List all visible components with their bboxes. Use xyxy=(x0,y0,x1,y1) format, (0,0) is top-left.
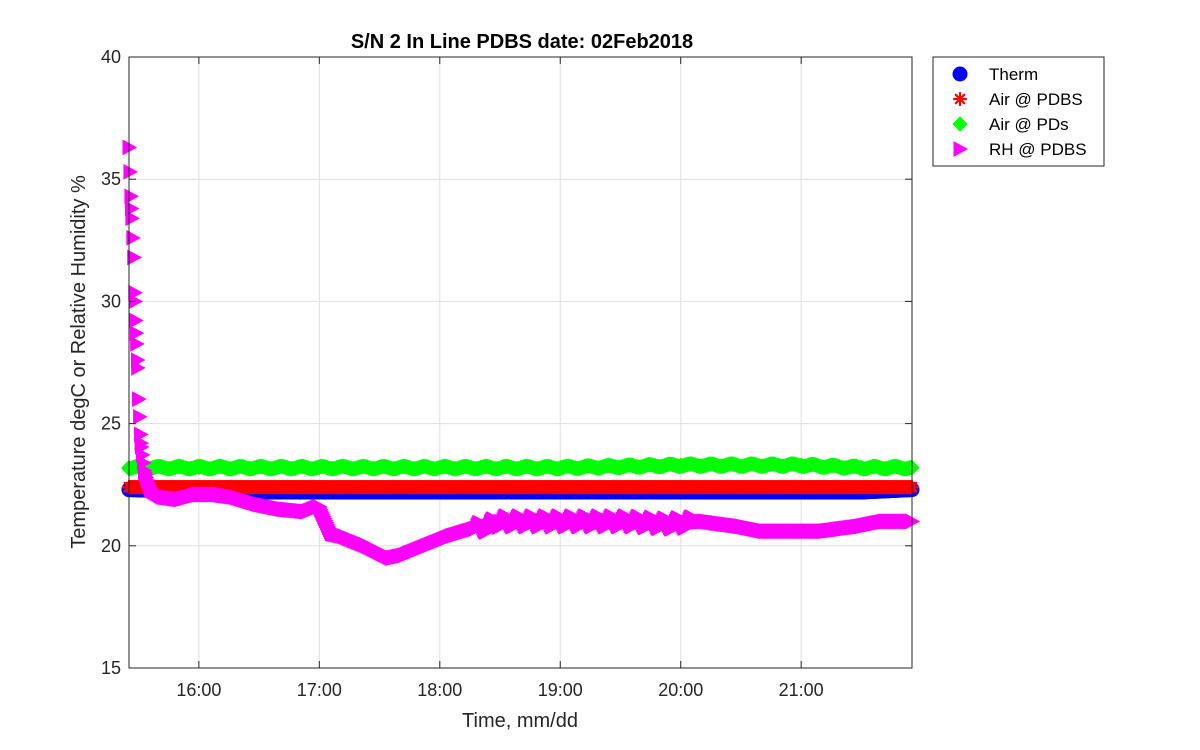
plot-area xyxy=(129,57,912,668)
series-diamond xyxy=(121,456,920,477)
axis-ticks: 16:00 17:00 18:00 19:00 20:00 21:00 15 20 25 30 35… xyxy=(101,47,912,700)
y-tick-label: 35 xyxy=(101,169,121,189)
x-tick-label: 19:00 xyxy=(538,680,583,700)
y-tick-label: 25 xyxy=(101,414,121,434)
series-layer xyxy=(121,139,921,566)
series-asterisk xyxy=(121,480,920,495)
x-tick-label: 21:00 xyxy=(779,680,824,700)
data-point xyxy=(123,164,139,180)
legend-marker xyxy=(953,141,969,157)
data-point xyxy=(134,426,149,443)
y-tick-label: 15 xyxy=(101,658,121,678)
legend-marker xyxy=(952,66,968,82)
legend-item: Therm xyxy=(952,65,1038,84)
legend-marker xyxy=(952,91,968,107)
chart-title: S/N 2 In Line PDBS date: 02Feb2018 xyxy=(351,31,693,53)
data-point xyxy=(132,391,147,407)
y-tick-label: 30 xyxy=(101,291,121,311)
x-tick-label: 18:00 xyxy=(417,680,462,700)
data-point xyxy=(131,360,146,376)
legend-label: Air @ PDBS xyxy=(989,90,1083,109)
data-point xyxy=(129,325,145,342)
legend-label: Therm xyxy=(989,65,1038,84)
x-tick-label: 17:00 xyxy=(297,680,342,700)
data-point xyxy=(133,408,148,425)
data-point xyxy=(127,249,142,266)
y-tick-label: 40 xyxy=(101,47,121,67)
plot-frame xyxy=(128,56,913,669)
x-tick-label: 16:00 xyxy=(176,680,221,700)
x-axis-label: Time, mm/dd xyxy=(462,710,578,732)
legend-label: RH @ PDBS xyxy=(989,140,1087,159)
x-tick-label: 20:00 xyxy=(658,680,703,700)
legend-label: Air @ PDs xyxy=(989,115,1069,134)
data-point xyxy=(903,480,918,495)
series-triangle-right xyxy=(122,139,921,566)
legend-item: Air @ PDBS xyxy=(952,90,1083,109)
data-point xyxy=(126,230,141,246)
legend: Therm Air @ PDBS Air @ PDs RH @ PDBS xyxy=(932,56,1105,167)
legend-item: Air @ PDs xyxy=(952,115,1069,134)
data-point xyxy=(129,312,144,329)
grid-lines xyxy=(129,57,912,668)
data-point xyxy=(903,459,919,476)
y-axis-label: Temperature degC or Relative Humidity % xyxy=(68,175,90,549)
data-point xyxy=(130,336,145,352)
legend-marker xyxy=(952,116,968,132)
legend-item: RH @ PDBS xyxy=(953,140,1087,159)
y-tick-label: 20 xyxy=(101,536,121,556)
data-point xyxy=(124,188,139,205)
